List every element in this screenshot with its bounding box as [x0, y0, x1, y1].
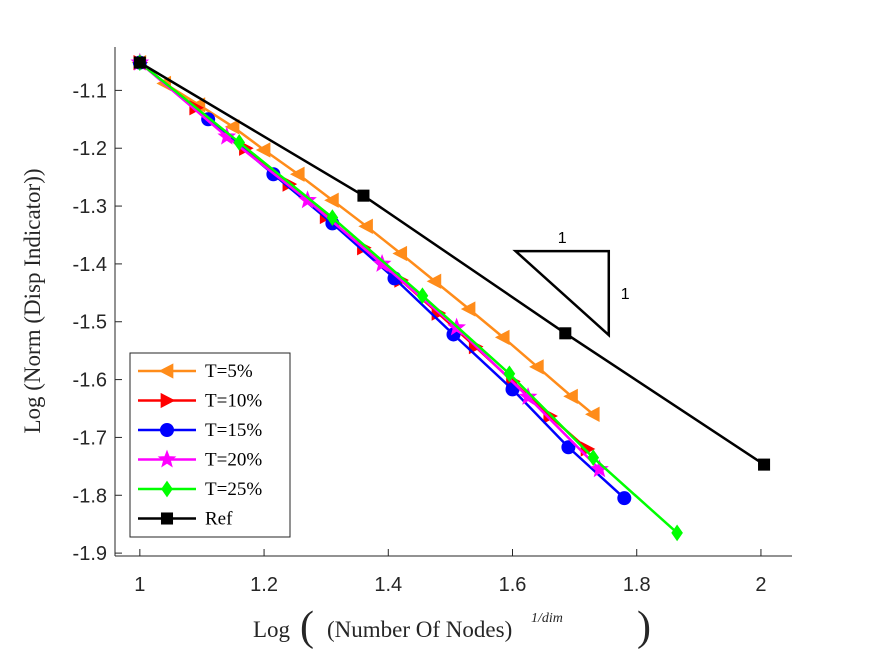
x-tick-label: 1.6	[499, 574, 527, 596]
slope-triangle-shape	[512, 249, 611, 338]
data-point	[289, 166, 305, 182]
legend-item: T=5%	[138, 361, 253, 382]
data-point	[518, 387, 538, 405]
x-tick-label: 2	[755, 574, 766, 596]
legend-label: T=5%	[205, 361, 253, 382]
data-point	[529, 359, 544, 375]
legend: T=5% T=10% T=15% T=20% T=25% Ref	[129, 352, 291, 538]
legend-label: Ref	[205, 509, 233, 530]
legend-item: T=15%	[138, 420, 262, 441]
legend-marker	[160, 392, 176, 409]
x-tick-label: 1	[134, 574, 145, 596]
data-point	[133, 56, 146, 69]
y-tick-label: -1.5	[73, 312, 107, 334]
y-axis-title: Log (Norm (Disp Indicator))	[20, 168, 45, 433]
x-axis-title-paren-open: (	[300, 604, 314, 650]
legend-label: T=20%	[205, 450, 262, 471]
data-point	[324, 192, 339, 208]
data-point	[671, 524, 683, 542]
legend-marker	[160, 512, 174, 525]
y-tick-label: -1.6	[73, 370, 107, 392]
data-point	[358, 218, 373, 234]
legend-label: T=25%	[205, 479, 262, 500]
y-tick-label: -1.9	[73, 543, 107, 565]
x-axis-title-inner: (Number Of Nodes)	[327, 617, 512, 642]
series-line	[139, 61, 765, 466]
data-point	[503, 365, 516, 383]
data-point	[372, 254, 392, 272]
data-point	[326, 209, 339, 226]
data-point	[563, 388, 578, 405]
legend-item: Ref	[138, 509, 233, 530]
data-point	[217, 126, 237, 145]
data-point	[298, 190, 317, 209]
data-point	[585, 406, 600, 422]
legend-item: T=10%	[138, 391, 262, 412]
legend-item: T=20%	[138, 450, 262, 471]
data-point	[426, 273, 442, 289]
x-tick-label: 1.2	[250, 574, 278, 596]
legend-marker	[158, 363, 174, 379]
legend-marker	[161, 480, 173, 498]
y-tick-label: -1.7	[73, 427, 107, 449]
x-axis-title-paren-close: )	[637, 604, 651, 650]
data-point	[494, 329, 510, 346]
slope-triangle: 1 1	[512, 230, 630, 338]
legend-box	[129, 352, 291, 538]
data-point	[590, 459, 609, 478]
x-tick-label: 1.8	[623, 574, 651, 596]
data-point	[758, 458, 771, 471]
legend-marker	[160, 423, 174, 437]
slope-triangle-top-label: 1	[558, 230, 567, 247]
legend-item: T=25%	[138, 479, 262, 500]
x-axis-title-sup: 1/dim	[531, 611, 563, 626]
y-tick-label: -1.3	[73, 196, 107, 218]
data-point	[224, 119, 240, 135]
legend-marker	[157, 449, 177, 468]
x-tick-label: 1.4	[374, 574, 402, 596]
data-point	[460, 301, 476, 317]
data-point	[559, 327, 572, 340]
legend-label: T=10%	[205, 391, 262, 412]
data-point	[561, 440, 576, 455]
series-layer	[130, 52, 771, 542]
data-point	[617, 491, 632, 506]
y-tick-label: -1.4	[73, 254, 107, 276]
series-ref	[133, 56, 771, 471]
axis-ticks: 1 1.2 1.4 1.6 1.8 2 -1.1 -1.2 -1.3 -1.4 -1.5 -1.6 -1…	[73, 80, 767, 596]
x-axis-title: Log ( (Number Of Nodes) 1/dim )	[253, 604, 651, 650]
slope-triangle-side-label: 1	[621, 286, 630, 303]
data-point	[357, 189, 370, 202]
y-tick-label: -1.2	[73, 138, 107, 160]
x-axis-title-main: Log	[253, 617, 291, 642]
y-tick-label: -1.1	[73, 80, 107, 102]
y-tick-label: -1.8	[73, 485, 107, 507]
data-point	[587, 449, 600, 467]
data-point	[255, 142, 271, 158]
legend-label: T=15%	[205, 420, 262, 441]
data-point	[392, 245, 408, 262]
data-point	[233, 134, 246, 151]
data-point	[416, 287, 429, 305]
